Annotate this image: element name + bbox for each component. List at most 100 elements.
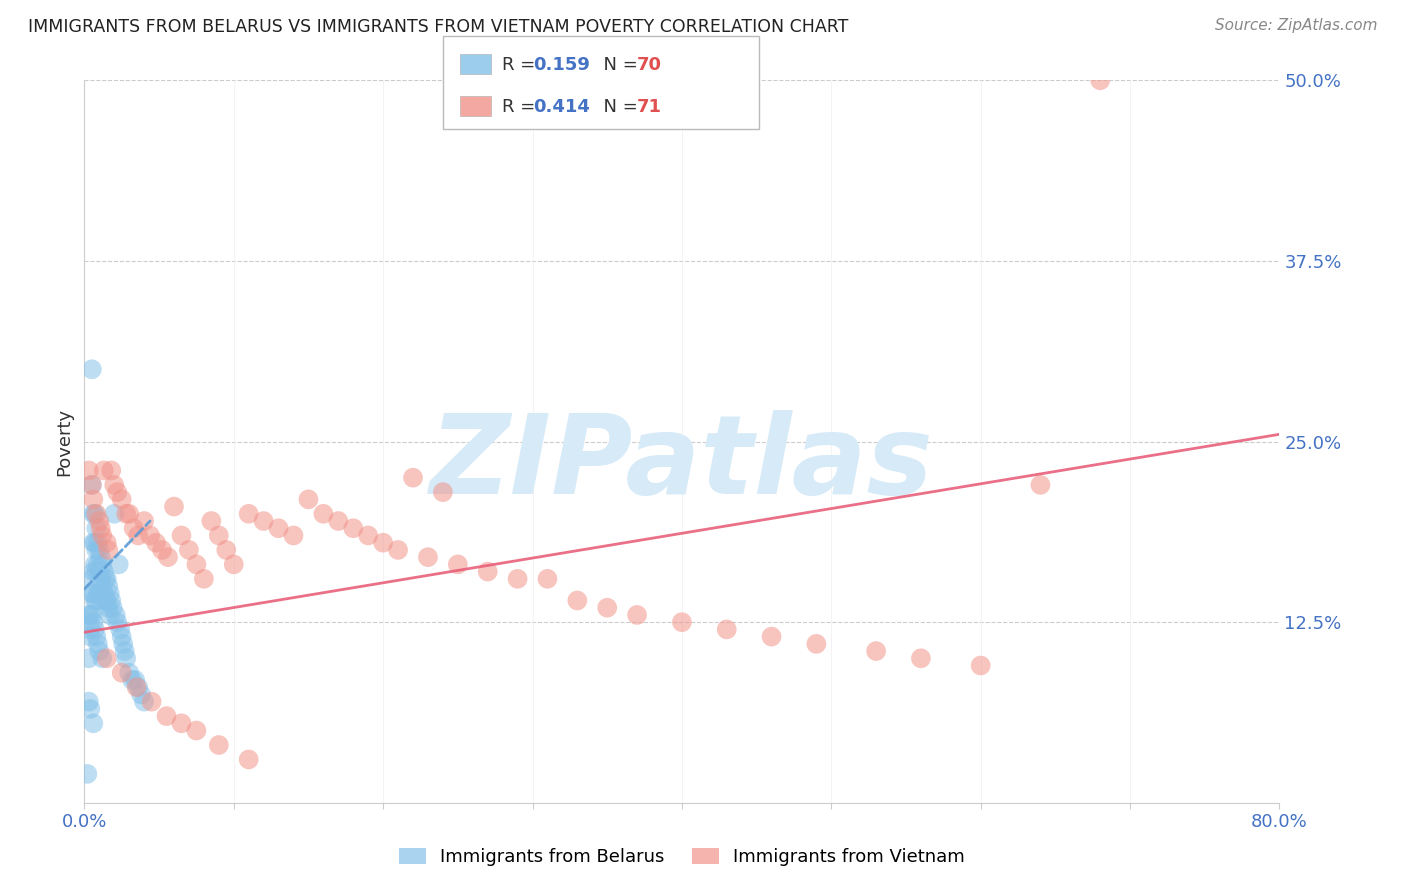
Point <box>83 507 105 521</box>
Text: IMMIGRANTS FROM BELARUS VS IMMIGRANTS FROM VIETNAM POVERTY CORRELATION CHART: IMMIGRANTS FROM BELARUS VS IMMIGRANTS FR… <box>28 18 848 36</box>
Point <box>82 586 104 600</box>
Point <box>970 658 993 673</box>
Point <box>103 478 125 492</box>
Point <box>77 695 100 709</box>
Point <box>87 558 110 572</box>
Point <box>111 492 134 507</box>
Point <box>342 521 364 535</box>
Point <box>132 514 156 528</box>
Point <box>94 572 117 586</box>
Point <box>98 607 121 622</box>
Point <box>83 623 105 637</box>
Point <box>82 565 104 579</box>
Point <box>118 665 141 680</box>
Point <box>91 651 114 665</box>
Text: R =: R = <box>502 56 541 74</box>
Point <box>761 630 783 644</box>
Point <box>283 528 305 542</box>
Point <box>267 521 290 535</box>
Point <box>312 507 335 521</box>
Point <box>111 630 134 644</box>
Point <box>86 593 108 607</box>
Point <box>139 528 162 542</box>
Legend: Immigrants from Belarus, Immigrants from Vietnam: Immigrants from Belarus, Immigrants from… <box>391 840 973 873</box>
Point <box>328 514 350 528</box>
Point <box>96 651 118 665</box>
Point <box>82 492 104 507</box>
Y-axis label: Poverty: Poverty <box>55 408 73 475</box>
Point <box>80 362 103 376</box>
Point <box>910 651 932 665</box>
Point <box>98 586 121 600</box>
Text: Source: ZipAtlas.com: Source: ZipAtlas.com <box>1215 18 1378 33</box>
Point <box>373 535 395 549</box>
Point <box>87 637 110 651</box>
Point <box>86 507 108 521</box>
Point <box>83 593 105 607</box>
Point <box>105 615 128 630</box>
Point <box>97 579 120 593</box>
Point <box>238 507 260 521</box>
Point <box>114 644 136 658</box>
Point <box>129 687 152 701</box>
Point <box>77 607 100 622</box>
Point <box>100 463 122 477</box>
Point <box>105 485 128 500</box>
Point <box>432 485 454 500</box>
Point <box>87 535 110 549</box>
Point <box>112 637 135 651</box>
Point <box>94 593 117 607</box>
Point <box>86 542 108 557</box>
Point <box>93 586 115 600</box>
Text: 70: 70 <box>637 56 662 74</box>
Point <box>416 550 439 565</box>
Point <box>80 478 103 492</box>
Point <box>90 521 112 535</box>
Text: 0.414: 0.414 <box>533 98 589 116</box>
Point <box>567 593 589 607</box>
Point <box>103 507 125 521</box>
Point <box>91 558 114 572</box>
Point <box>170 528 193 542</box>
Point <box>125 680 148 694</box>
Point <box>90 550 112 565</box>
Point <box>121 673 143 687</box>
Point <box>297 492 319 507</box>
Point <box>208 738 231 752</box>
Point <box>96 572 118 586</box>
Point <box>86 565 108 579</box>
Point <box>104 607 127 622</box>
Point <box>238 752 260 766</box>
Text: 0.159: 0.159 <box>533 56 589 74</box>
Point <box>87 586 110 600</box>
Point <box>477 565 499 579</box>
Point <box>127 680 149 694</box>
Point <box>253 514 276 528</box>
Point <box>1090 73 1112 87</box>
Point <box>177 542 200 557</box>
Point <box>155 709 177 723</box>
Point <box>82 615 104 630</box>
Text: R =: R = <box>502 98 541 116</box>
Point <box>200 514 222 528</box>
Point <box>86 521 108 535</box>
Point <box>89 586 111 600</box>
Point <box>76 767 98 781</box>
Point <box>115 651 138 665</box>
Point <box>93 463 115 477</box>
Point <box>122 521 145 535</box>
Point <box>82 535 104 549</box>
Point <box>90 593 112 607</box>
Point <box>208 528 231 542</box>
Point <box>387 542 409 557</box>
Point <box>402 470 425 484</box>
Point <box>132 695 156 709</box>
Point <box>79 623 101 637</box>
Point <box>79 607 101 622</box>
Point <box>865 644 887 658</box>
Point <box>97 542 120 557</box>
Point <box>97 600 120 615</box>
Point <box>83 558 105 572</box>
Text: N =: N = <box>592 56 644 74</box>
Point <box>115 507 138 521</box>
